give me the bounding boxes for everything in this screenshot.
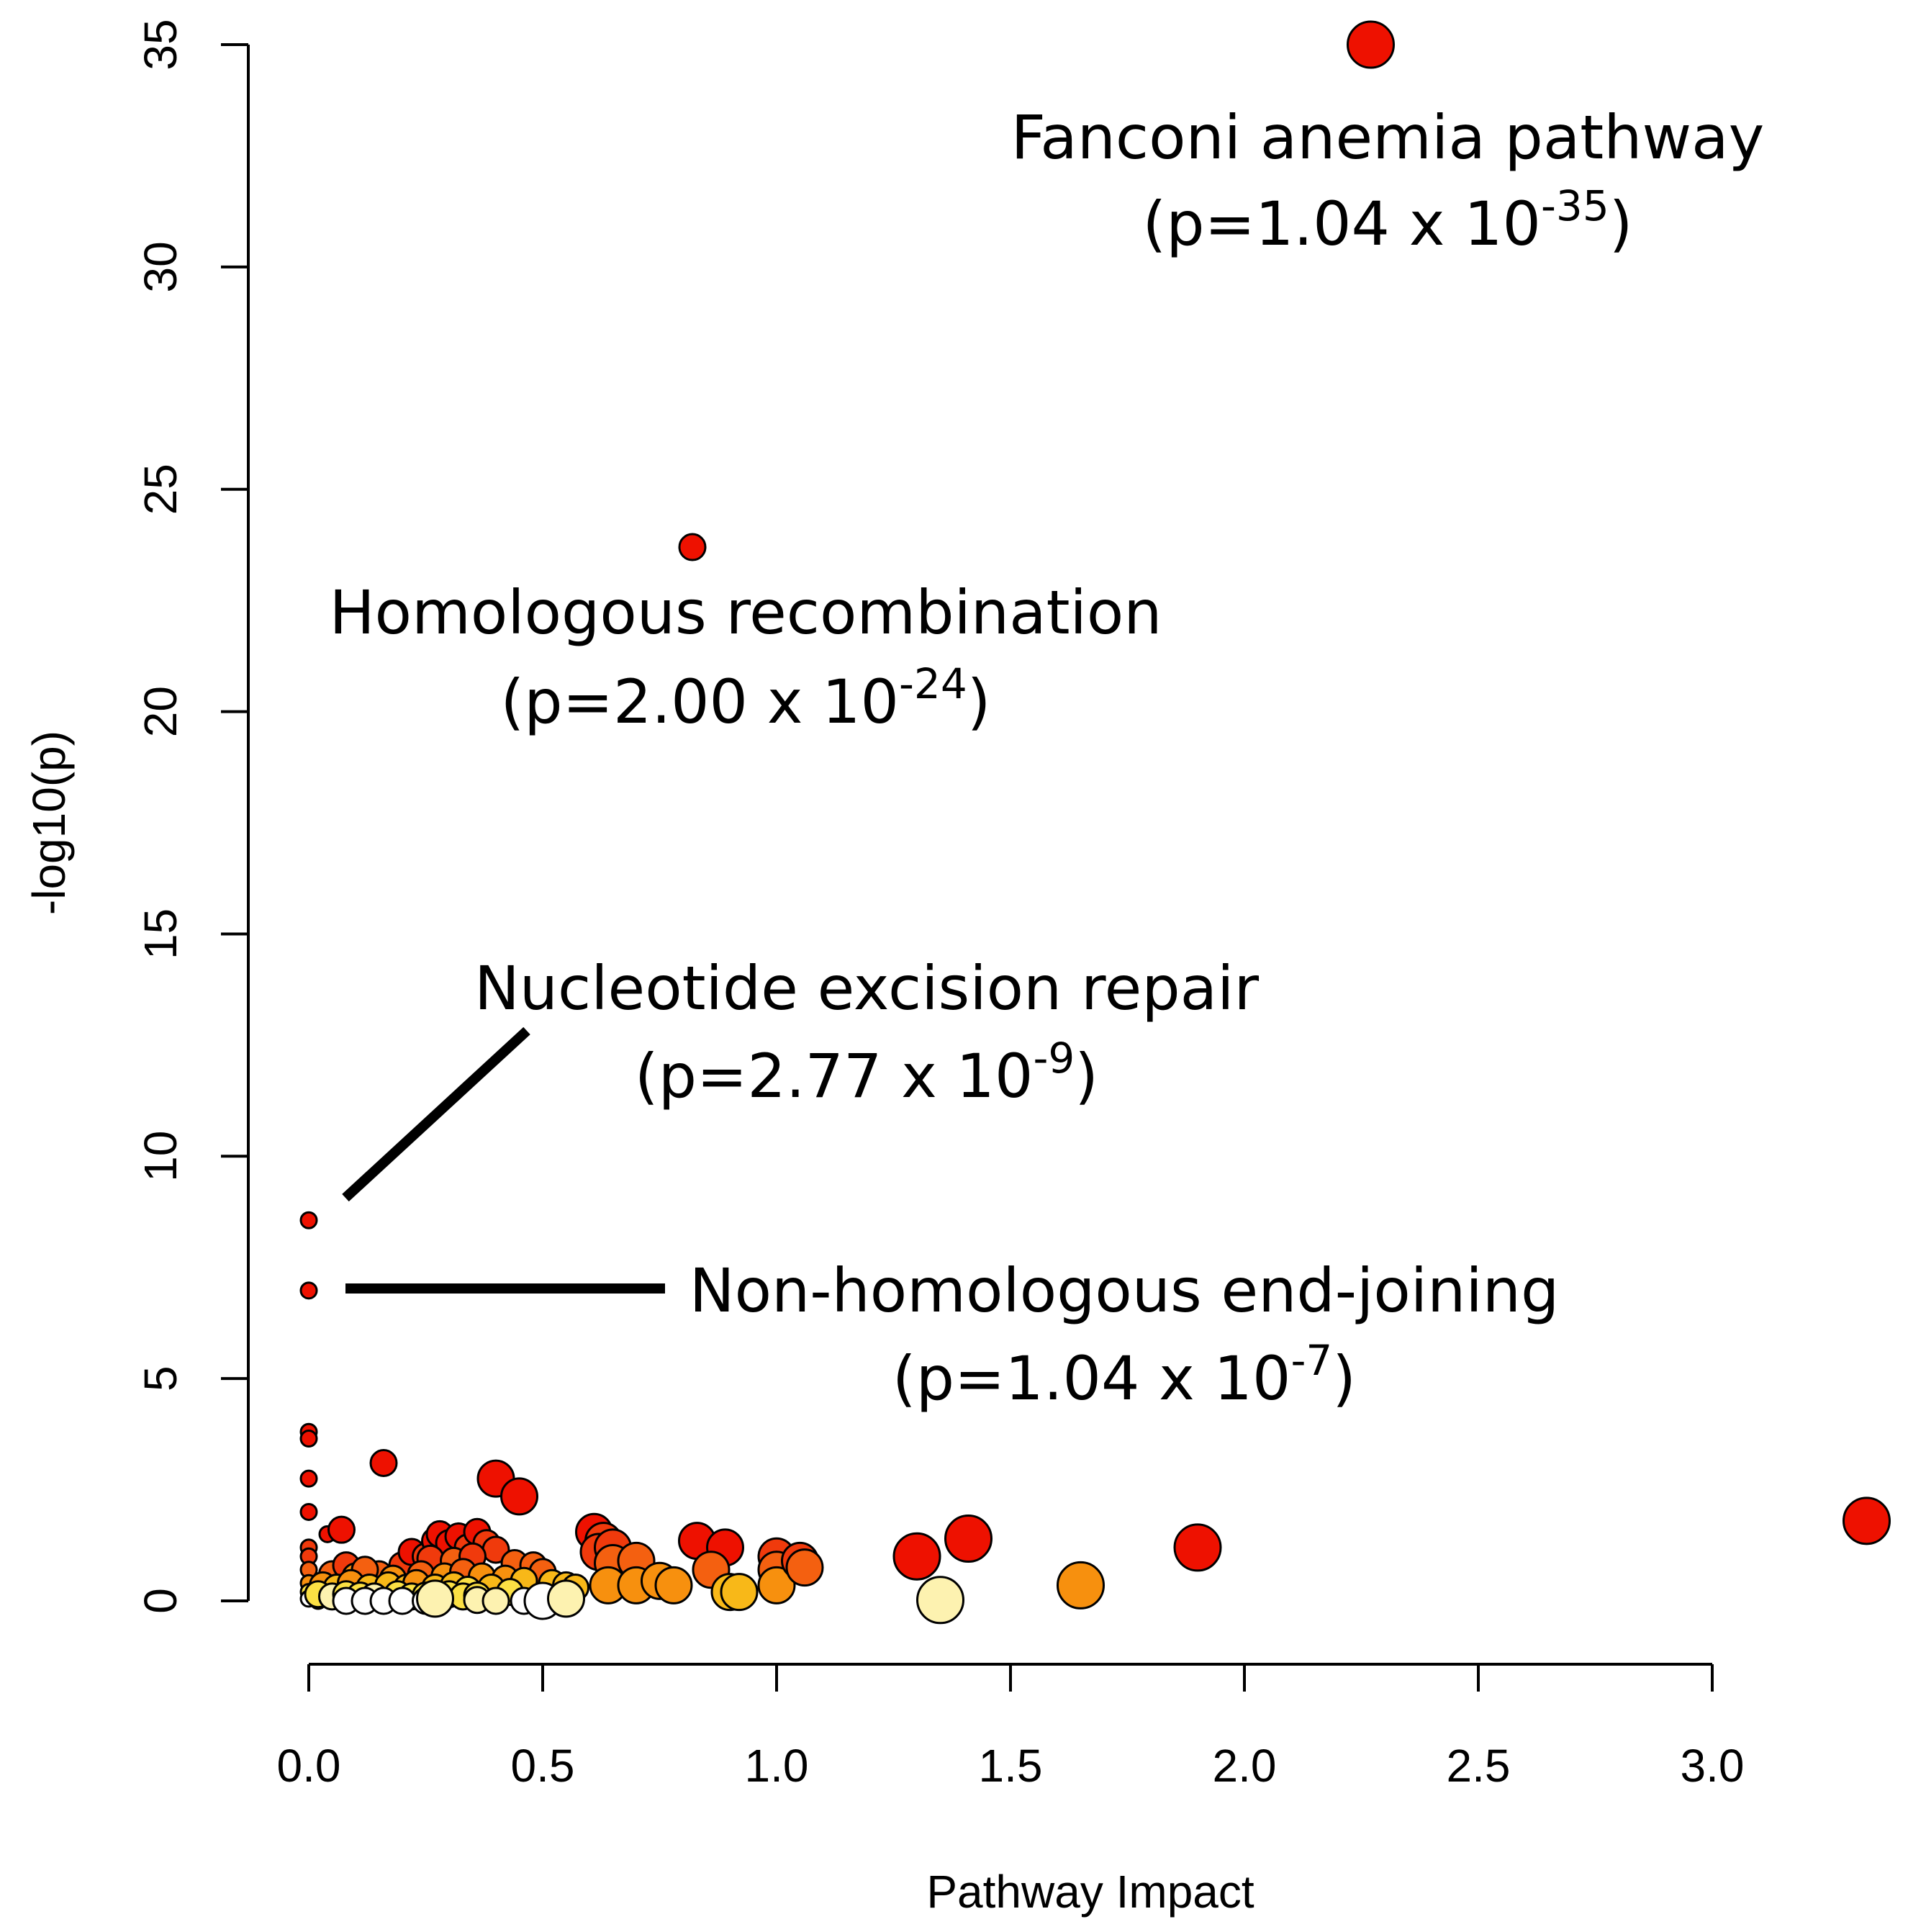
annotation-label: Non-homologous end-joining bbox=[689, 1255, 1560, 1326]
data-point bbox=[720, 1573, 759, 1612]
data-point bbox=[369, 1449, 398, 1478]
x-tick-label: 3.0 bbox=[1681, 1740, 1745, 1792]
annotation-label: Fanconi anemia pathway bbox=[1011, 102, 1765, 173]
annotation-pvalue: (p=1.04 x 10-7) bbox=[892, 1336, 1356, 1414]
data-point bbox=[299, 1430, 318, 1448]
x-tick-label: 1.0 bbox=[745, 1740, 809, 1792]
annotation-label: Nucleotide excision repair bbox=[474, 953, 1260, 1024]
y-tick-label: 35 bbox=[135, 19, 186, 70]
annotation-non-homologous-end-joining: Non-homologous end-joining (p=1.04 x 10-… bbox=[689, 1255, 1560, 1414]
data-point bbox=[299, 1281, 318, 1300]
data-point bbox=[757, 1566, 796, 1604]
y-axis-title: -log10(p) bbox=[23, 731, 75, 915]
y-tick-label: 10 bbox=[135, 1131, 186, 1182]
y-axis-ticks: 0 5 10 15 20 25 30 35 bbox=[135, 19, 248, 1614]
x-axis-ticks: 0.0 0.5 1.0 1.5 2.0 2.5 3.0 bbox=[277, 1664, 1745, 1792]
data-point bbox=[1057, 1561, 1105, 1610]
data-point bbox=[1173, 1523, 1222, 1572]
annotation-label: Homologous recombination bbox=[330, 577, 1162, 648]
data-point bbox=[299, 1211, 318, 1229]
data-point bbox=[299, 1502, 318, 1521]
annotation-nucleotide-excision-repair: Nucleotide excision repair (p=2.77 x 10-… bbox=[474, 953, 1260, 1111]
x-tick-label: 2.5 bbox=[1447, 1740, 1511, 1792]
y-tick-label: 30 bbox=[135, 241, 186, 292]
pvalue-exponent: -7 bbox=[1290, 1336, 1332, 1385]
data-point bbox=[500, 1477, 538, 1516]
data-point bbox=[916, 1576, 964, 1625]
pvalue-exponent: -24 bbox=[899, 659, 967, 708]
annotation-pvalue: (p=2.00 x 10-24) bbox=[500, 659, 990, 737]
pvalue-mantissa: 2.77 bbox=[747, 1041, 882, 1111]
data-point bbox=[1347, 20, 1395, 69]
data-point bbox=[327, 1515, 356, 1544]
data-point bbox=[944, 1515, 993, 1563]
leader-line-nucleotide-excision-repair bbox=[342, 1026, 530, 1202]
annotation-pvalue: (p=2.77 x 10-9) bbox=[635, 1034, 1098, 1111]
data-point bbox=[547, 1579, 585, 1618]
pvalue-mantissa: 2.00 bbox=[613, 667, 748, 737]
plot-area bbox=[299, 20, 1891, 1625]
data-point bbox=[1843, 1497, 1891, 1545]
data-point bbox=[416, 1579, 454, 1618]
pvalue-exponent: -35 bbox=[1541, 181, 1609, 230]
annotation-pvalue: (p=1.04 x 10-35) bbox=[1142, 181, 1632, 259]
data-point bbox=[678, 533, 707, 561]
y-axis: 0 5 10 15 20 25 30 35 bbox=[135, 19, 250, 1614]
x-tick-label: 2.0 bbox=[1213, 1740, 1277, 1792]
x-tick-label: 0.5 bbox=[511, 1740, 575, 1792]
x-tick-label: 0.0 bbox=[277, 1740, 341, 1792]
y-tick-label: 25 bbox=[135, 464, 186, 515]
data-points bbox=[299, 20, 1891, 1625]
x-axis: 0.0 0.5 1.0 1.5 2.0 2.5 3.0 bbox=[277, 1663, 1745, 1792]
data-point bbox=[299, 1469, 318, 1488]
y-tick-label: 0 bbox=[135, 1588, 186, 1614]
annotation-homologous-recombination: Homologous recombination (p=2.00 x 10-24… bbox=[330, 577, 1162, 737]
data-point bbox=[388, 1586, 417, 1615]
data-point bbox=[654, 1566, 693, 1604]
y-tick-label: 5 bbox=[135, 1366, 186, 1391]
y-tick-label: 15 bbox=[135, 908, 186, 960]
data-point bbox=[892, 1532, 941, 1581]
annotation-fanconi-anemia-pathway: Fanconi anemia pathway (p=1.04 x 10-35) bbox=[1011, 102, 1765, 259]
y-tick-label: 20 bbox=[135, 686, 186, 737]
pvalue-mantissa: 1.04 bbox=[1255, 189, 1390, 259]
x-tick-label: 1.5 bbox=[979, 1740, 1043, 1792]
data-point bbox=[785, 1548, 824, 1587]
pvalue-mantissa: 1.04 bbox=[1005, 1343, 1139, 1414]
x-axis-title: Pathway Impact bbox=[926, 1866, 1254, 1918]
pvalue-exponent: -9 bbox=[1033, 1034, 1075, 1083]
data-point bbox=[481, 1586, 510, 1615]
